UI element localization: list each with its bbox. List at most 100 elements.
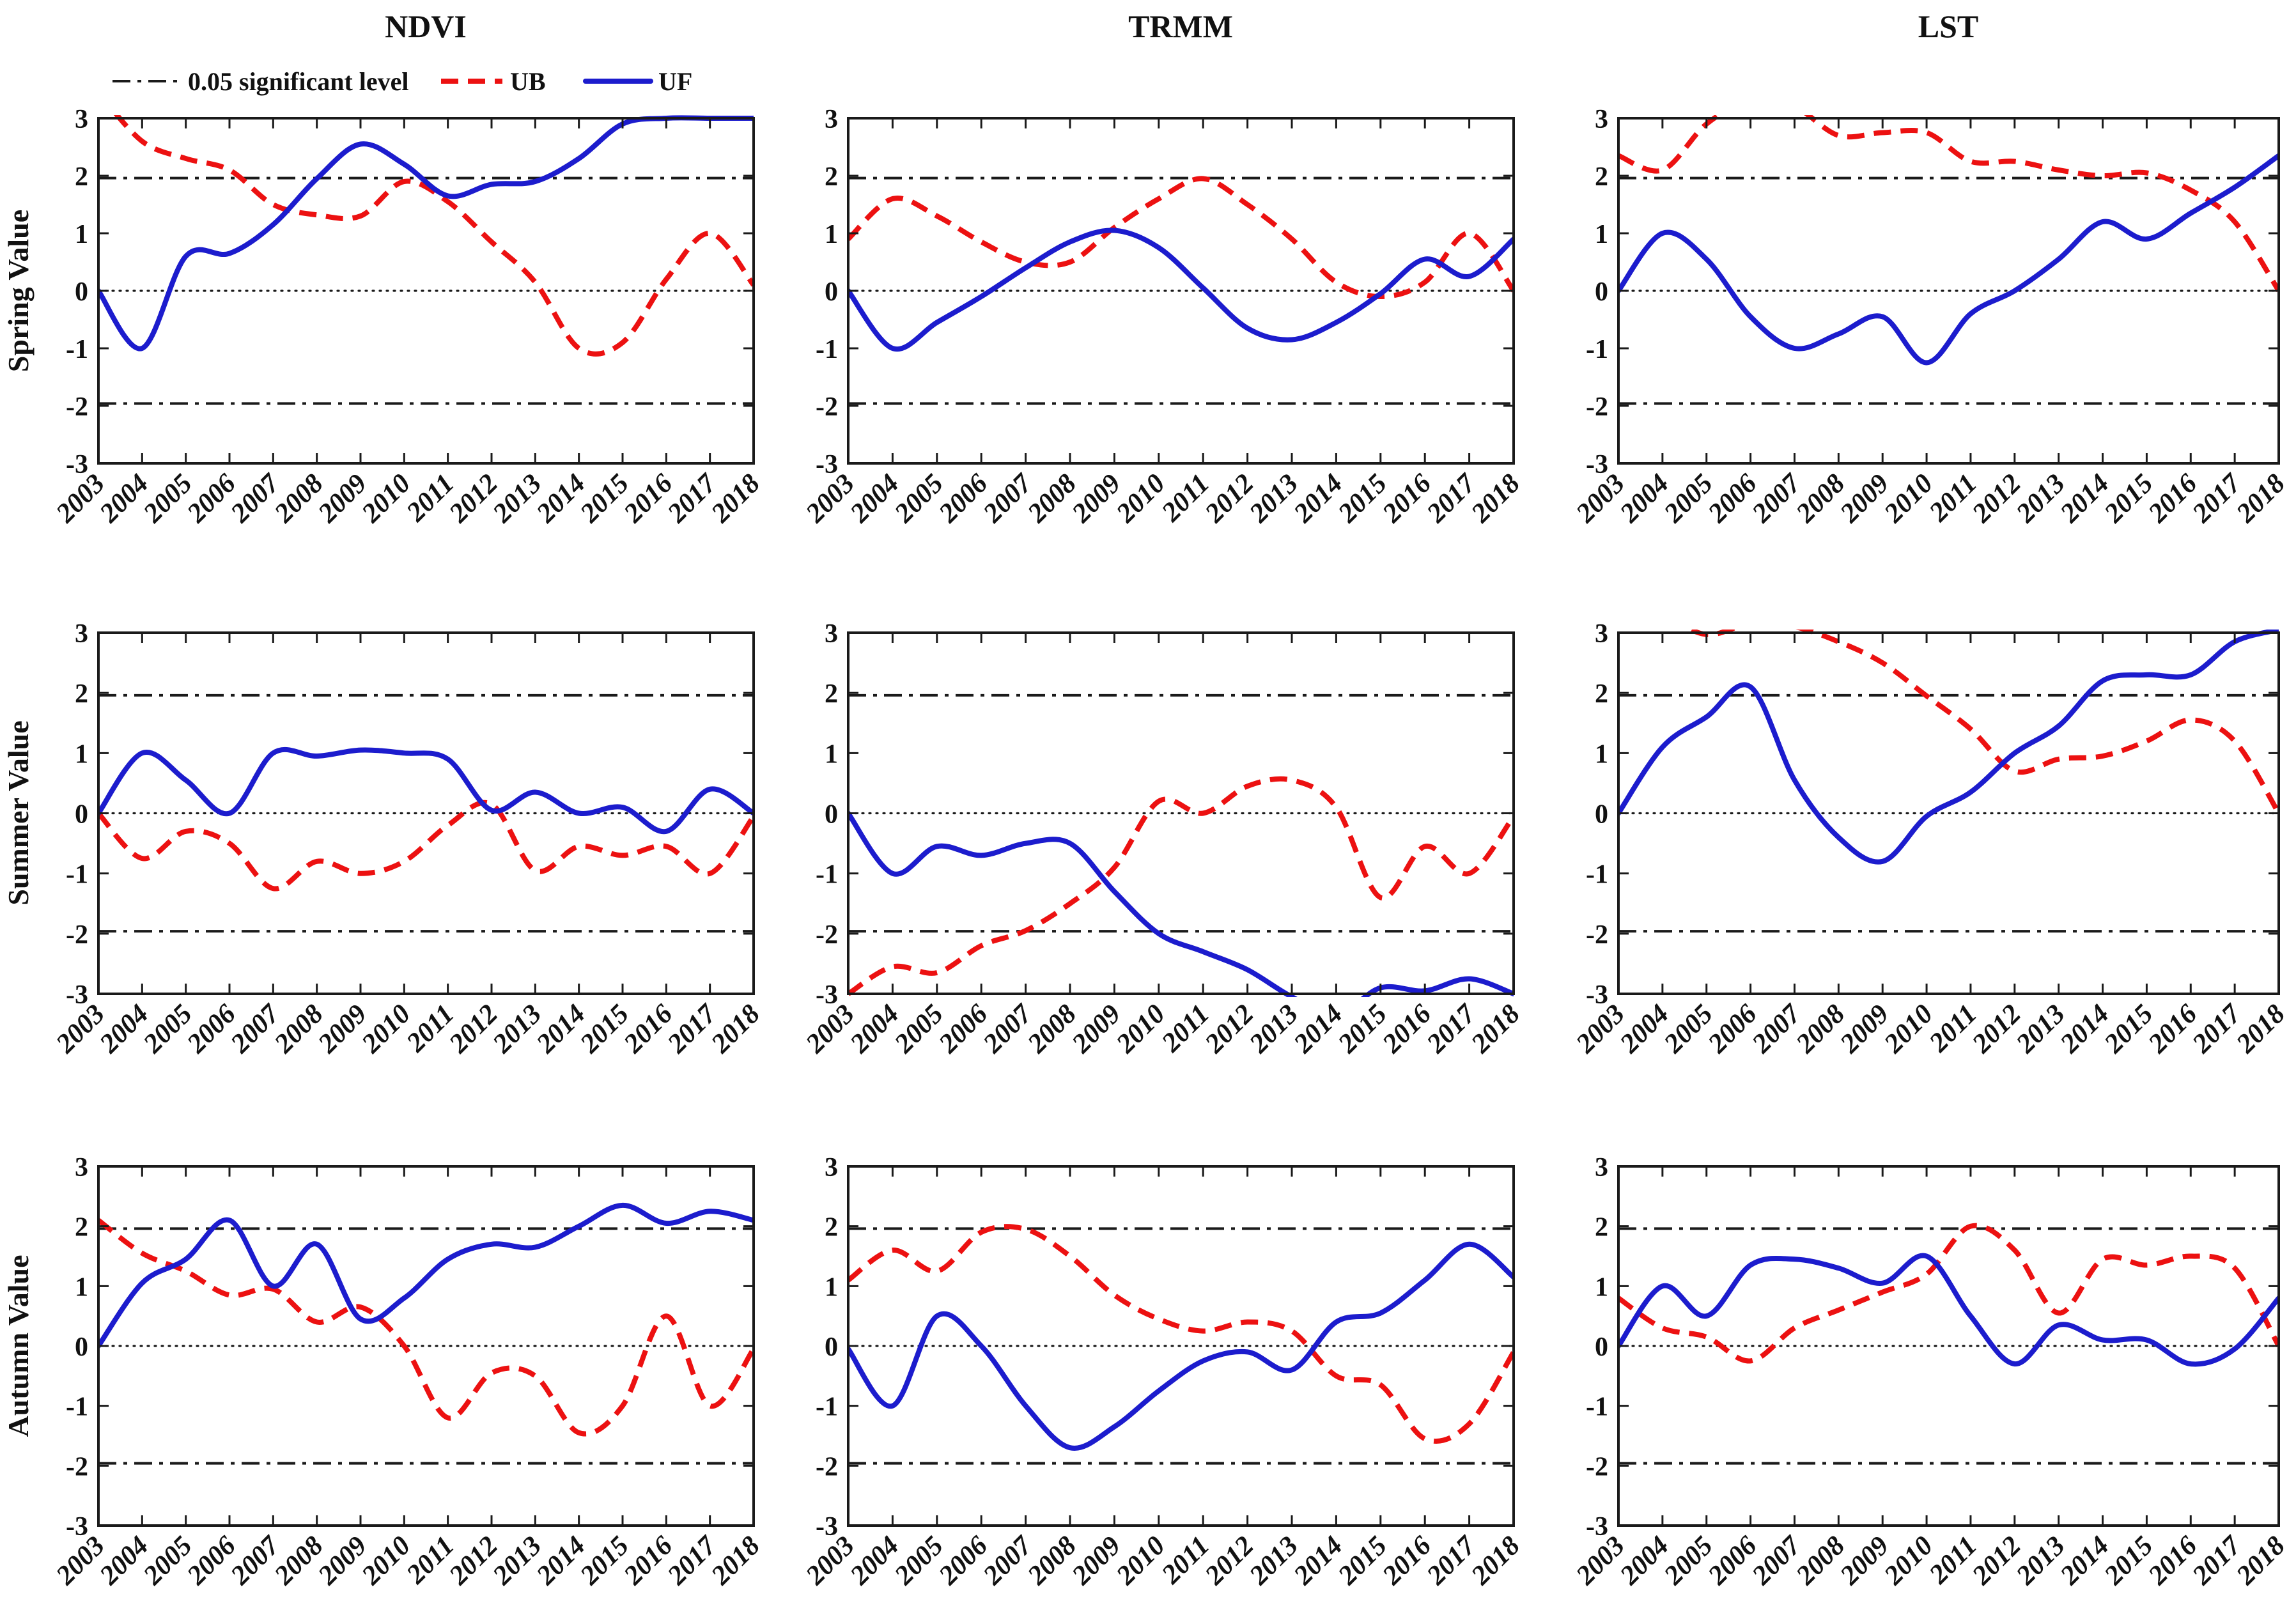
y-tick-labels: 3 2 1 0 -1 -2 -3 [66, 619, 88, 1010]
svg-text:3: 3 [825, 1153, 838, 1182]
svg-text:2016: 2016 [1377, 468, 1438, 529]
svg-text:-3: -3 [66, 450, 88, 479]
svg-text:-3: -3 [66, 980, 88, 1010]
svg-text:2014: 2014 [531, 999, 591, 1060]
svg-text:2014: 2014 [1288, 468, 1349, 529]
svg-text:2010: 2010 [356, 1531, 417, 1591]
x-tick-labels: 2003200420052006200720082009201020112012… [800, 1530, 1526, 1591]
svg-text:2006: 2006 [933, 998, 994, 1059]
ub-curve [848, 776, 1514, 996]
svg-text:-1: -1 [66, 1393, 88, 1422]
svg-text:-2: -2 [66, 1452, 88, 1481]
svg-text:-1: -1 [816, 335, 838, 364]
svg-text:-2: -2 [1586, 920, 1608, 950]
tick-marks [847, 1165, 1515, 1527]
svg-text:-3: -3 [1586, 1512, 1608, 1542]
svg-text:2016: 2016 [618, 468, 679, 529]
svg-text:2010: 2010 [1878, 1531, 1939, 1591]
svg-text:2008: 2008 [1021, 999, 1082, 1060]
svg-text:2009: 2009 [312, 468, 373, 529]
y-tick-labels: 3 2 1 0 -1 -2 -3 [816, 105, 838, 479]
svg-text:1: 1 [75, 1272, 88, 1302]
uf-curve [98, 746, 754, 835]
svg-text:2017: 2017 [1421, 1530, 1482, 1591]
svg-text:2006: 2006 [181, 468, 242, 529]
svg-text:1: 1 [1595, 220, 1608, 249]
svg-text:2018: 2018 [1465, 468, 1526, 529]
svg-text:2013: 2013 [487, 1531, 548, 1591]
svg-text:2006: 2006 [181, 1530, 242, 1591]
svg-text:1: 1 [1595, 739, 1608, 769]
svg-text:2015: 2015 [1332, 999, 1393, 1060]
svg-text:3: 3 [75, 619, 88, 649]
svg-text:2005: 2005 [1658, 999, 1719, 1060]
svg-text:2003: 2003 [1570, 999, 1631, 1060]
svg-text:2014: 2014 [2054, 1531, 2115, 1591]
svg-text:2017: 2017 [2186, 998, 2247, 1060]
svg-text:2005: 2005 [1658, 1531, 1719, 1591]
svg-text:2010: 2010 [1878, 999, 1939, 1060]
svg-text:2005: 2005 [137, 1531, 198, 1591]
svg-text:2: 2 [75, 1213, 88, 1242]
svg-text:2012: 2012 [1199, 999, 1260, 1060]
svg-text:-3: -3 [816, 980, 838, 1010]
svg-text:2015: 2015 [1332, 1531, 1393, 1591]
svg-text:-3: -3 [66, 1512, 88, 1542]
svg-text:2010: 2010 [1110, 1531, 1171, 1591]
svg-text:2006: 2006 [1702, 1530, 1763, 1591]
ub-curve [1618, 1223, 2279, 1364]
svg-text:2005: 2005 [137, 468, 198, 529]
svg-text:2016: 2016 [618, 998, 679, 1059]
svg-text:2: 2 [75, 162, 88, 192]
tick-marks [97, 1165, 755, 1527]
svg-text:2015: 2015 [2098, 1531, 2159, 1591]
svg-text:2009: 2009 [1834, 468, 1895, 529]
legend-uf-label: UF [658, 67, 692, 96]
svg-text:2008: 2008 [1790, 999, 1851, 1060]
x-tick-labels: 2003200420052006200720082009201020112012… [50, 998, 766, 1060]
svg-text:2017: 2017 [662, 468, 723, 529]
svg-text:0: 0 [75, 800, 88, 830]
svg-text:2005: 2005 [137, 999, 198, 1060]
svg-text:2017: 2017 [662, 998, 723, 1060]
legend-significance-label: 0.05 significant level [188, 67, 409, 96]
svg-text:2008: 2008 [268, 468, 329, 529]
svg-text:2: 2 [1595, 679, 1608, 709]
svg-text:1: 1 [75, 739, 88, 769]
x-tick-labels: 2003200420052006200720082009201020112012… [800, 468, 1526, 529]
svg-text:-1: -1 [816, 860, 838, 890]
svg-text:2004: 2004 [844, 468, 905, 529]
chart-ndvi-spring: 3210-1-2-3200320042005200620072008200920… [50, 105, 766, 529]
svg-text:2015: 2015 [2098, 999, 2159, 1060]
svg-text:2011: 2011 [1923, 1531, 1983, 1590]
svg-text:2003: 2003 [50, 999, 111, 1060]
svg-text:-3: -3 [1586, 980, 1608, 1010]
svg-text:2: 2 [1595, 162, 1608, 192]
svg-text:2004: 2004 [1614, 1531, 1675, 1591]
svg-text:2003: 2003 [50, 1531, 111, 1591]
svg-text:2006: 2006 [933, 1530, 994, 1591]
y-tick-labels: 3 2 1 0 -1 -2 -3 [66, 1153, 88, 1542]
legend-ub-label: UB [510, 67, 546, 96]
svg-text:0: 0 [1595, 277, 1608, 307]
svg-text:2010: 2010 [1878, 468, 1939, 529]
tick-marks [1617, 631, 2280, 995]
svg-text:2017: 2017 [1421, 468, 1482, 529]
svg-text:2009: 2009 [312, 1531, 373, 1591]
svg-text:2008: 2008 [268, 1531, 329, 1591]
y-tick-labels: 3 2 1 0 -1 -2 -3 [1586, 1153, 1608, 1542]
svg-text:2005: 2005 [888, 1531, 949, 1591]
svg-text:-2: -2 [816, 920, 838, 950]
reference-lines [1617, 176, 2280, 405]
svg-text:2006: 2006 [1702, 468, 1763, 529]
svg-text:2008: 2008 [268, 999, 329, 1060]
svg-text:0: 0 [1595, 1333, 1608, 1362]
svg-text:2003: 2003 [50, 468, 111, 529]
svg-text:2004: 2004 [844, 999, 905, 1060]
svg-text:2016: 2016 [2143, 468, 2203, 529]
svg-text:0: 0 [825, 1333, 838, 1362]
uf-curve [98, 115, 754, 352]
chart-ndvi-autumn: 3210-1-2-3200320042005200620072008200920… [50, 1153, 766, 1591]
svg-text:2004: 2004 [1614, 999, 1675, 1060]
svg-text:2011: 2011 [1156, 999, 1215, 1058]
